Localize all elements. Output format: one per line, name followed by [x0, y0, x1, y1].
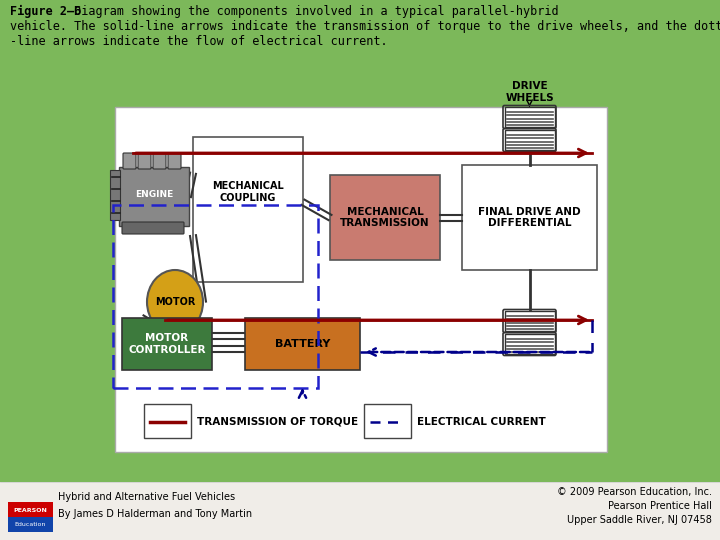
FancyBboxPatch shape [115, 107, 607, 452]
FancyBboxPatch shape [168, 153, 181, 169]
FancyBboxPatch shape [505, 311, 554, 331]
FancyBboxPatch shape [8, 517, 53, 532]
Text: FINAL DRIVE AND
DIFFERENTIAL: FINAL DRIVE AND DIFFERENTIAL [478, 207, 581, 228]
FancyBboxPatch shape [0, 482, 720, 540]
FancyBboxPatch shape [505, 107, 554, 127]
FancyBboxPatch shape [505, 130, 554, 150]
Text: By James D Halderman and Tony Martin: By James D Halderman and Tony Martin [58, 509, 252, 519]
FancyBboxPatch shape [153, 153, 166, 169]
FancyBboxPatch shape [364, 404, 411, 438]
FancyBboxPatch shape [138, 153, 151, 169]
FancyBboxPatch shape [144, 404, 191, 438]
Text: BATTERY: BATTERY [275, 339, 330, 349]
Text: ELECTRICAL CURRENT: ELECTRICAL CURRENT [417, 417, 546, 427]
FancyBboxPatch shape [119, 167, 189, 226]
Text: © 2009 Pearson Education, Inc.: © 2009 Pearson Education, Inc. [557, 487, 712, 497]
Text: Pearson Prentice Hall: Pearson Prentice Hall [608, 501, 712, 511]
Text: MECHANICAL
COUPLING: MECHANICAL COUPLING [212, 181, 284, 203]
FancyBboxPatch shape [122, 318, 212, 370]
Text: Diagram showing the components involved in a typical parallel-hybrid
vehicle. Th: Diagram showing the components involved … [10, 5, 720, 48]
Text: TRANSMISSION OF TORQUE: TRANSMISSION OF TORQUE [197, 417, 358, 427]
FancyBboxPatch shape [330, 175, 440, 260]
Text: Education: Education [15, 523, 46, 528]
Text: MECHANICAL
TRANSMISSION: MECHANICAL TRANSMISSION [340, 207, 430, 228]
Text: PEARSON: PEARSON [14, 508, 48, 512]
FancyBboxPatch shape [505, 334, 554, 354]
FancyBboxPatch shape [110, 170, 120, 220]
Text: Upper Saddle River, NJ 07458: Upper Saddle River, NJ 07458 [567, 515, 712, 525]
FancyBboxPatch shape [245, 318, 360, 370]
Ellipse shape [147, 270, 203, 334]
FancyBboxPatch shape [122, 222, 184, 234]
FancyBboxPatch shape [462, 165, 597, 270]
FancyBboxPatch shape [193, 137, 303, 282]
Text: Figure 2–6: Figure 2–6 [10, 5, 81, 18]
Text: DRIVE
WHEELS: DRIVE WHEELS [505, 82, 554, 103]
FancyBboxPatch shape [8, 502, 53, 518]
Text: MOTOR: MOTOR [155, 297, 195, 307]
Text: ENGINE: ENGINE [135, 190, 173, 199]
Text: MOTOR
CONTROLLER: MOTOR CONTROLLER [128, 333, 206, 355]
FancyBboxPatch shape [123, 153, 136, 169]
Text: Hybrid and Alternative Fuel Vehicles: Hybrid and Alternative Fuel Vehicles [58, 492, 235, 502]
